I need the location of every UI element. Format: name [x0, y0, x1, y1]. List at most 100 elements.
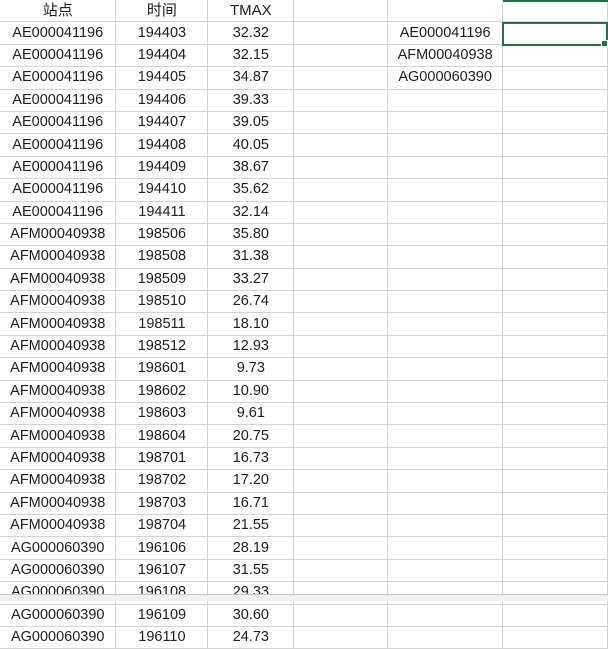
- empty-cell[interactable]: [502, 178, 608, 202]
- station-cell[interactable]: AFM00040938: [0, 514, 117, 538]
- station-cell[interactable]: AFM00040938: [0, 290, 117, 314]
- empty-cell[interactable]: [502, 312, 608, 336]
- time-cell[interactable]: 194408: [115, 133, 209, 157]
- empty-cell[interactable]: [293, 536, 389, 560]
- time-cell[interactable]: 194404: [115, 44, 209, 68]
- empty-cell[interactable]: [293, 312, 389, 336]
- station-cell[interactable]: AFM00040938: [0, 424, 117, 448]
- tmax-cell[interactable]: 18.10: [207, 312, 295, 336]
- empty-cell[interactable]: [502, 44, 608, 68]
- station-cell[interactable]: AE000041196: [0, 201, 117, 224]
- tmax-cell[interactable]: 26.74: [207, 290, 295, 314]
- unique-station-cell[interactable]: [387, 178, 504, 202]
- unique-station-cell[interactable]: [387, 447, 504, 471]
- unique-station-cell[interactable]: [387, 424, 504, 448]
- unique-station-cell[interactable]: [387, 268, 504, 292]
- header-cell[interactable]: 时间: [115, 0, 209, 23]
- tmax-cell[interactable]: 21.55: [207, 514, 295, 538]
- tmax-cell[interactable]: 10.90: [207, 380, 295, 404]
- time-cell[interactable]: 198704: [115, 514, 209, 538]
- tmax-cell[interactable]: 35.62: [207, 178, 295, 202]
- tmax-cell[interactable]: 39.05: [207, 111, 295, 135]
- tmax-cell[interactable]: 31.38: [207, 245, 295, 269]
- unique-station-cell[interactable]: [387, 536, 504, 560]
- station-cell[interactable]: AFM00040938: [0, 335, 117, 359]
- station-cell[interactable]: AFM00040938: [0, 447, 117, 471]
- station-cell[interactable]: AFM00040938: [0, 223, 117, 247]
- empty-cell[interactable]: [293, 402, 389, 426]
- empty-cell[interactable]: [502, 89, 608, 112]
- station-cell[interactable]: AE000041196: [0, 44, 117, 68]
- station-cell[interactable]: AE000041196: [0, 89, 117, 112]
- empty-cell[interactable]: [502, 357, 608, 381]
- empty-cell[interactable]: [293, 604, 389, 627]
- empty-cell[interactable]: [293, 469, 389, 493]
- unique-station-cell[interactable]: [387, 89, 504, 112]
- empty-cell[interactable]: [502, 559, 608, 583]
- tmax-cell[interactable]: 34.87: [207, 66, 295, 90]
- unique-station-cell[interactable]: [387, 335, 504, 359]
- unique-station-cell[interactable]: [387, 223, 504, 247]
- header-cell[interactable]: [502, 0, 608, 23]
- station-cell[interactable]: AE000041196: [0, 111, 117, 135]
- time-cell[interactable]: 198604: [115, 424, 209, 448]
- tmax-cell[interactable]: 30.60: [207, 604, 295, 627]
- tmax-cell[interactable]: 32.15: [207, 44, 295, 68]
- unique-station-cell[interactable]: [387, 380, 504, 404]
- empty-cell[interactable]: [502, 536, 608, 560]
- empty-cell[interactable]: [293, 44, 389, 68]
- time-cell[interactable]: 198701: [115, 447, 209, 471]
- station-cell[interactable]: AE000041196: [0, 133, 117, 157]
- empty-cell[interactable]: [502, 223, 608, 247]
- unique-station-cell[interactable]: [387, 402, 504, 426]
- time-cell[interactable]: 198703: [115, 492, 209, 515]
- tmax-cell[interactable]: 20.75: [207, 424, 295, 448]
- empty-cell[interactable]: [293, 245, 389, 269]
- header-cell[interactable]: 站点: [0, 0, 117, 23]
- station-cell[interactable]: AFM00040938: [0, 380, 117, 404]
- unique-station-cell[interactable]: [387, 201, 504, 224]
- empty-cell[interactable]: [502, 268, 608, 292]
- header-cell[interactable]: [387, 0, 504, 23]
- time-cell[interactable]: 194410: [115, 178, 209, 202]
- empty-cell[interactable]: [293, 357, 389, 381]
- empty-cell[interactable]: [502, 335, 608, 359]
- time-cell[interactable]: 196110: [115, 626, 209, 649]
- station-cell[interactable]: AFM00040938: [0, 357, 117, 381]
- tmax-cell[interactable]: 38.67: [207, 156, 295, 180]
- station-cell[interactable]: AG000060390: [0, 536, 117, 560]
- empty-cell[interactable]: [502, 447, 608, 471]
- tmax-cell[interactable]: 40.05: [207, 133, 295, 157]
- time-cell[interactable]: 194403: [115, 21, 209, 45]
- tmax-cell[interactable]: 32.32: [207, 21, 295, 45]
- time-cell[interactable]: 198702: [115, 469, 209, 493]
- time-cell[interactable]: 198510: [115, 290, 209, 314]
- time-cell[interactable]: 198601: [115, 357, 209, 381]
- time-cell[interactable]: 198512: [115, 335, 209, 359]
- unique-station-cell[interactable]: AFM00040938: [387, 44, 504, 68]
- empty-cell[interactable]: [293, 156, 389, 180]
- empty-cell[interactable]: [293, 514, 389, 538]
- time-cell[interactable]: 196107: [115, 559, 209, 583]
- empty-cell[interactable]: [502, 201, 608, 224]
- empty-cell[interactable]: [502, 290, 608, 314]
- unique-station-cell[interactable]: [387, 156, 504, 180]
- tmax-cell[interactable]: 31.55: [207, 559, 295, 583]
- unique-station-cell[interactable]: [387, 245, 504, 269]
- empty-cell[interactable]: [502, 245, 608, 269]
- empty-cell[interactable]: [502, 380, 608, 404]
- station-cell[interactable]: AG000060390: [0, 559, 117, 583]
- station-cell[interactable]: AFM00040938: [0, 268, 117, 292]
- empty-cell[interactable]: [502, 111, 608, 135]
- unique-station-cell[interactable]: [387, 133, 504, 157]
- time-cell[interactable]: 196106: [115, 536, 209, 560]
- tmax-cell[interactable]: 12.93: [207, 335, 295, 359]
- unique-station-cell[interactable]: [387, 469, 504, 493]
- unique-station-cell[interactable]: [387, 492, 504, 515]
- empty-cell[interactable]: [293, 201, 389, 224]
- time-cell[interactable]: 198509: [115, 268, 209, 292]
- empty-cell[interactable]: [293, 66, 389, 90]
- unique-station-cell[interactable]: [387, 312, 504, 336]
- empty-cell[interactable]: [502, 492, 608, 515]
- time-cell[interactable]: 198603: [115, 402, 209, 426]
